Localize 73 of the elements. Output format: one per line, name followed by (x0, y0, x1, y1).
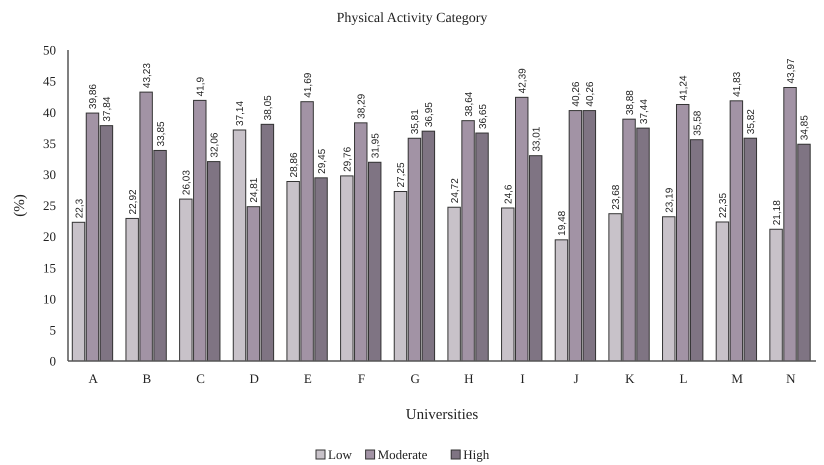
y-tick-label: 40 (43, 104, 56, 120)
legend-label: High (463, 447, 490, 462)
data-label: 23,19 (664, 187, 676, 213)
x-tick-label: H (464, 371, 474, 386)
data-label: 28,86 (288, 152, 300, 178)
data-label: 33,85 (156, 120, 167, 146)
data-label: 22,3 (74, 198, 86, 218)
data-label: 42,39 (517, 68, 528, 94)
x-tick-label: E (304, 371, 312, 386)
data-label: 19,48 (557, 210, 568, 236)
x-tick-label: I (520, 371, 525, 386)
y-tick-label: 35 (43, 136, 56, 151)
data-label: 38,64 (464, 91, 475, 117)
x-tick-label: F (358, 371, 366, 386)
data-label: 26,03 (182, 170, 193, 196)
data-label: 35,82 (746, 108, 758, 134)
data-label: 39,86 (88, 84, 100, 110)
data-label: 37,14 (235, 100, 246, 126)
y-tick-label: 45 (43, 74, 56, 89)
data-label: 37,84 (102, 96, 114, 122)
data-label: 24,72 (450, 178, 461, 204)
legend-label: Moderate (378, 447, 428, 462)
data-label: 41,24 (678, 75, 690, 100)
y-tick-label: 25 (43, 198, 56, 214)
data-label: 35,58 (692, 110, 704, 136)
data-label: 40,26 (571, 81, 582, 107)
data-label: 41,69 (302, 72, 314, 98)
data-label: 41,9 (196, 76, 207, 96)
x-axis-title: Universities (406, 407, 478, 423)
data-label: 34,85 (800, 114, 811, 140)
data-label: 38,29 (356, 93, 368, 119)
y-tick-label: 5 (50, 322, 56, 338)
data-label: 40,26 (585, 81, 596, 107)
y-tick-label: 30 (43, 166, 56, 182)
data-label: 27,25 (396, 162, 408, 188)
data-label: 22,92 (128, 188, 139, 214)
data-label: 38,88 (624, 90, 636, 116)
x-tick-label: G (410, 371, 420, 386)
y-axis-title: (%) (12, 194, 28, 217)
data-label: 35,81 (410, 108, 422, 134)
data-label: 43,23 (142, 62, 153, 88)
x-tick-label: D (250, 371, 259, 386)
data-label: 24,6 (504, 184, 515, 204)
data-label: 23,68 (610, 184, 622, 210)
x-tick-label: J (574, 371, 579, 386)
data-label: 29,76 (342, 146, 354, 172)
y-tick-label: 10 (43, 291, 56, 306)
data-label: 29,45 (316, 148, 328, 174)
data-label: 24,81 (249, 177, 260, 203)
chart-title: Physical Activity Category (336, 11, 488, 26)
data-label: 36,65 (478, 104, 489, 130)
x-tick-label: N (786, 371, 796, 386)
x-tick-label: B (142, 371, 152, 386)
data-label: 36,95 (424, 102, 436, 128)
data-label: 22,35 (718, 192, 730, 218)
y-tick-label: 15 (43, 260, 56, 276)
y-tick-label: 20 (43, 229, 56, 244)
data-label: 33,01 (531, 126, 542, 152)
x-tick-label: C (196, 371, 205, 386)
data-label: 37,44 (638, 98, 650, 124)
y-tick-label: 50 (43, 42, 56, 58)
data-label: 43,97 (786, 58, 797, 84)
data-label: 41,83 (732, 71, 744, 97)
y-tick-label: 0 (50, 354, 56, 369)
data-label: 21,18 (772, 200, 783, 226)
x-tick-label: A (88, 371, 99, 386)
data-label: 32,06 (209, 132, 220, 158)
x-tick-label: M (731, 371, 744, 386)
x-tick-label: L (679, 371, 688, 386)
data-label: 38,05 (263, 94, 274, 120)
legend-label: Low (328, 447, 352, 462)
x-tick-label: K (625, 371, 636, 386)
data-label: 31,95 (370, 132, 382, 158)
